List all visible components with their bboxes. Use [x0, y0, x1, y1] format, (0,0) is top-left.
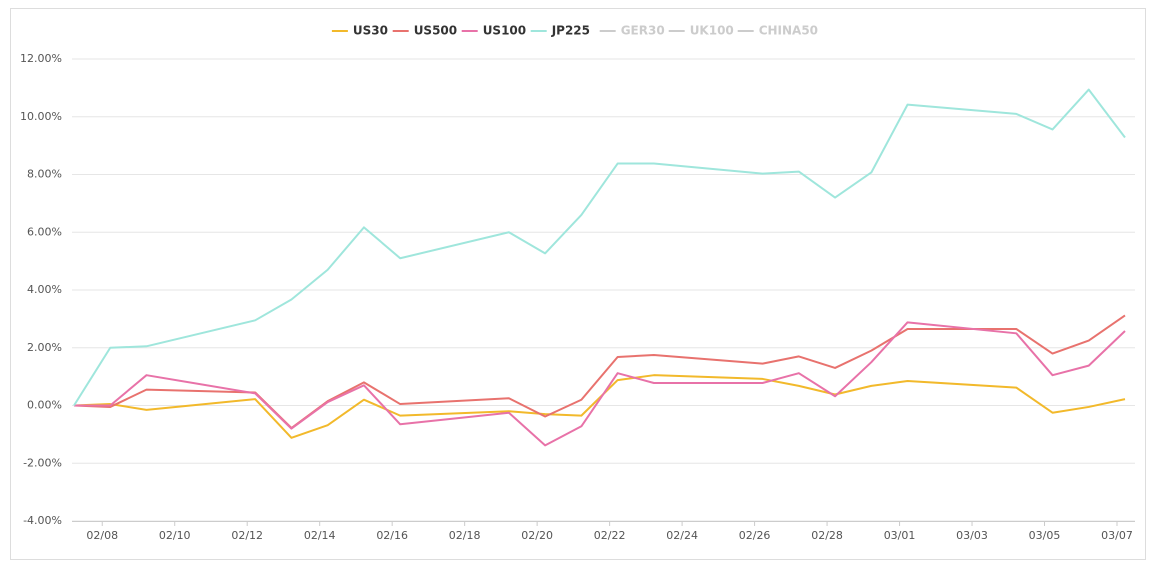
x-tick-label: 03/07 — [1101, 529, 1133, 542]
legend-label[interactable]: CHINA50 — [759, 24, 818, 38]
y-tick-label: -4.00% — [23, 514, 62, 527]
legend-label[interactable]: US500 — [414, 24, 457, 38]
x-tick-label: 02/28 — [811, 529, 843, 542]
x-tick-label: 02/14 — [304, 529, 336, 542]
series-line — [74, 321, 1126, 447]
x-tick-label: 02/12 — [231, 529, 263, 542]
chart-frame — [10, 8, 1146, 560]
x-tick-label: 02/22 — [594, 529, 626, 542]
x-tick-label: 02/08 — [86, 529, 118, 542]
x-tick-label: 02/10 — [159, 529, 191, 542]
y-tick-label: 10.00% — [20, 110, 62, 123]
y-tick-label: 4.00% — [27, 283, 62, 296]
x-tick-label: 02/16 — [376, 529, 408, 542]
x-tick-label: 02/24 — [666, 529, 698, 542]
x-tick-label: 02/26 — [739, 529, 771, 542]
legend-label[interactable]: JP225 — [551, 24, 590, 38]
series-line — [73, 374, 1126, 439]
y-tick-label: 12.00% — [20, 52, 62, 65]
y-tick-label: -2.00% — [23, 456, 62, 469]
legend-label[interactable]: US100 — [483, 24, 526, 38]
y-tick-label: 2.00% — [27, 341, 62, 354]
legend-label[interactable]: US30 — [353, 24, 388, 38]
y-tick-label: 6.00% — [27, 225, 62, 238]
x-tick-label: 03/05 — [1029, 529, 1061, 542]
legend-label[interactable]: UK100 — [690, 24, 734, 38]
legend-label[interactable]: GER30 — [621, 24, 665, 38]
x-tick-label: 02/20 — [521, 529, 553, 542]
x-tick-label: 03/03 — [956, 529, 988, 542]
x-tick-label: 03/01 — [884, 529, 916, 542]
series-line — [73, 88, 1126, 407]
y-tick-label: 8.00% — [27, 168, 62, 181]
y-tick-label: 0.00% — [27, 399, 62, 412]
x-tick-label: 02/18 — [449, 529, 481, 542]
